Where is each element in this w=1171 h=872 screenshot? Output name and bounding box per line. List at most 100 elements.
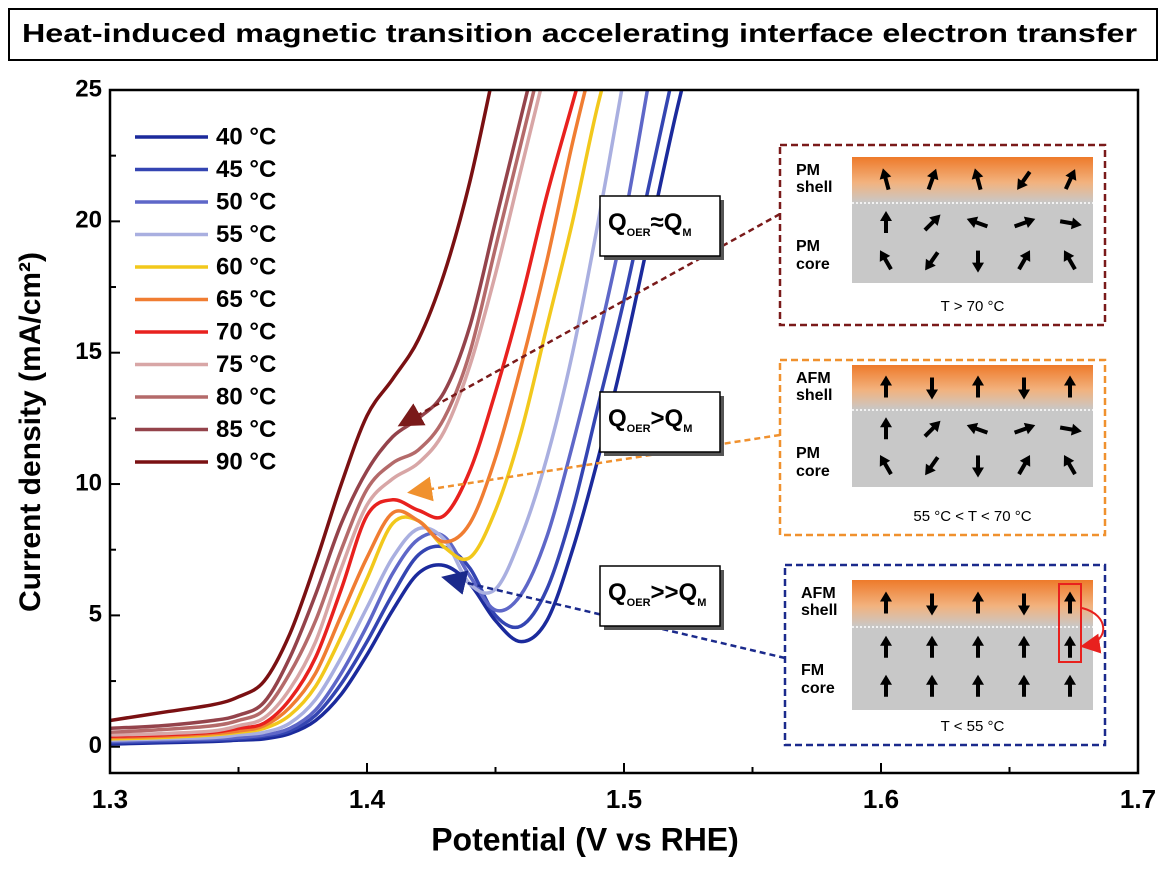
annotation-part: ≈ [651, 209, 664, 236]
annotation-part: OER [627, 227, 651, 239]
series-line [110, 90, 588, 740]
spin-head [972, 591, 984, 602]
temperature-label: T > 70 °C [941, 298, 1005, 315]
spin-arrow [880, 635, 892, 658]
plot-lines [110, 90, 684, 746]
annotation-part: >> [651, 579, 679, 606]
spin-head [925, 258, 936, 271]
spin-head [1064, 375, 1076, 386]
spin-arrow [926, 377, 938, 400]
annotation-part: Q [665, 405, 684, 432]
spin-shaft [1013, 426, 1028, 435]
spin-head [1063, 455, 1075, 467]
spin-head [972, 375, 984, 386]
spin-head [971, 168, 984, 180]
spin-arrow [1013, 422, 1036, 435]
spin-head [925, 463, 936, 476]
annotation-part: > [651, 405, 665, 432]
x-tick-label: 1.6 [863, 784, 899, 814]
shell-label: PM [796, 162, 820, 179]
spin-arrow [1064, 674, 1076, 697]
y-tick-label: 15 [75, 338, 102, 365]
spin-head [1018, 635, 1030, 646]
spin-arrow [972, 674, 984, 697]
y-tick-label: 0 [89, 732, 102, 759]
spin-arrow [1059, 423, 1082, 436]
spin-head [927, 168, 939, 181]
y-axis-title: Current density (mA/cm²) [14, 252, 47, 612]
spin-head [926, 605, 938, 616]
series-line [110, 90, 684, 746]
spin-arrow [926, 635, 938, 658]
series-line [110, 90, 530, 731]
spin-arrow [923, 420, 941, 438]
spin-arrow [880, 674, 892, 697]
legend-label: 85 °C [216, 416, 276, 443]
spin-arrow [923, 214, 941, 232]
transfer-arrow [1080, 607, 1105, 654]
spin-shaft [1063, 176, 1074, 190]
core-label: PM [796, 238, 820, 255]
spin-arrow [880, 211, 892, 233]
spin-arrow [972, 375, 984, 398]
spin-head [929, 214, 941, 226]
core-label: PM [796, 445, 820, 462]
spin-arrow [1018, 377, 1030, 400]
shell-region [852, 580, 1093, 627]
spin-arrow [925, 251, 940, 271]
spin-shaft [883, 176, 891, 191]
spin-shaft [1059, 219, 1074, 226]
temperature-label: 55 °C < T < 70 °C [913, 508, 1031, 525]
spin-head [1065, 169, 1077, 181]
spin-head [966, 422, 979, 435]
legend-label: 50 °C [216, 188, 276, 215]
spin-arrow [879, 168, 892, 191]
shell-label: AFM [801, 585, 836, 602]
spin-arrow [1064, 375, 1076, 398]
spin-head [926, 389, 938, 400]
shell-label: shell [801, 602, 837, 619]
spin-arrow [879, 250, 893, 271]
spin-arrow [972, 455, 984, 478]
spin-head [1023, 216, 1036, 228]
spin-head [1070, 423, 1082, 436]
spin-head [1017, 178, 1028, 190]
spin-head [926, 635, 938, 646]
spin-shaft [1066, 461, 1077, 476]
legend-label: 40 °C [216, 123, 276, 150]
spin-head [972, 262, 984, 273]
spin-head [1064, 635, 1076, 646]
spin-arrow [1017, 250, 1031, 271]
spin-head [1018, 674, 1030, 685]
spin-shaft [1017, 257, 1028, 271]
spin-arrow [926, 674, 938, 697]
legend-label: 90 °C [216, 448, 276, 475]
x-tick-label: 1.3 [92, 784, 128, 814]
spin-head [1018, 389, 1030, 400]
y-tick-label: 20 [75, 207, 102, 234]
spin-head [879, 168, 892, 180]
plot-frame [108, 88, 1140, 775]
annotation-part: Q [664, 209, 683, 236]
core-label: core [796, 463, 830, 480]
spin-head [972, 635, 984, 646]
annotation-part: Q [679, 579, 698, 606]
legend-label: 65 °C [216, 286, 276, 313]
spin-shaft [923, 425, 936, 438]
shell-label: shell [796, 179, 832, 196]
x-axis-title: Potential (V vs RHE) [431, 821, 739, 857]
spin-arrow [966, 422, 989, 435]
shell-region [852, 157, 1093, 203]
legend-label: 45 °C [216, 156, 276, 183]
spin-arrow [1063, 169, 1077, 190]
annotation-part: OER [627, 423, 651, 435]
core-label: FM [801, 662, 824, 679]
spin-head [972, 674, 984, 685]
spin-head [1023, 422, 1036, 435]
annotation-part: Q [608, 209, 627, 236]
chart-title: Heat-induced magnetic transition acceler… [22, 18, 1137, 48]
annotation-part: Q [608, 405, 627, 432]
legend-label: 75 °C [216, 351, 276, 378]
annotation-text: QOER>QM [608, 405, 692, 435]
